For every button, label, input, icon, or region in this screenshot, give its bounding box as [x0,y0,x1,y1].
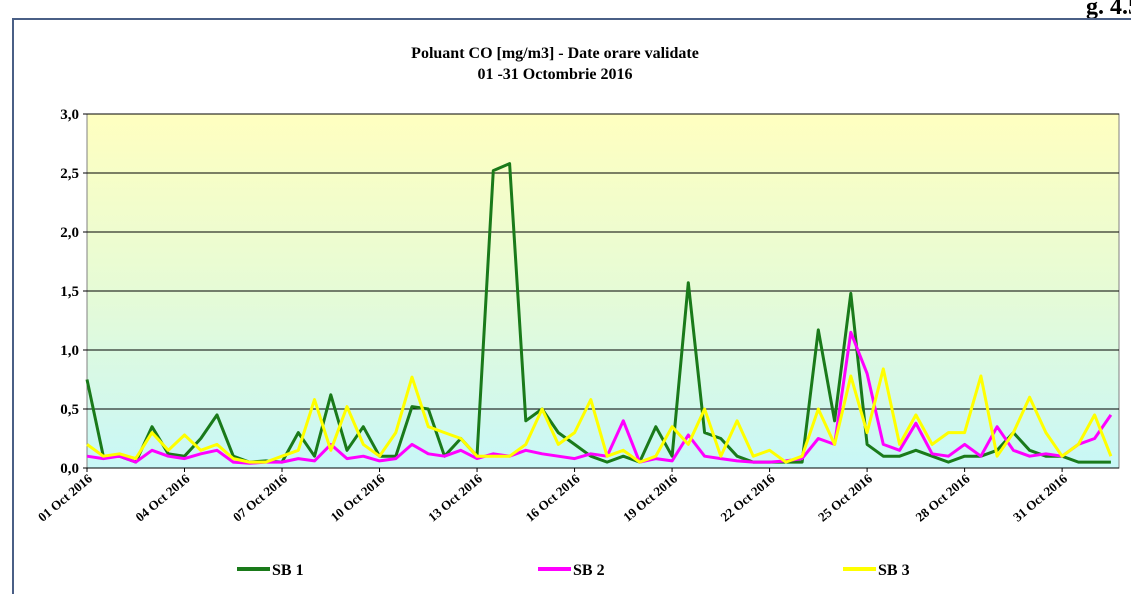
y-tick-label: 1,0 [60,343,79,359]
x-tick-label: 13 Oct 2016 [425,470,485,524]
chart-frame [12,18,1131,599]
figure-label: g. 4.5 [1086,0,1131,20]
x-tick-label: 07 Oct 2016 [230,470,290,524]
x-tick-label: 04 Oct 2016 [132,470,192,524]
x-tick-label: 19 Oct 2016 [620,470,680,524]
legend-label: SB 3 [878,562,910,579]
x-tick-label: 28 Oct 2016 [913,470,973,524]
x-tick-label: 31 Oct 2016 [1010,470,1070,524]
x-tick-label: 16 Oct 2016 [523,470,583,524]
y-tick-label: 3,0 [60,107,79,123]
chart-title: Poluant CO [mg/m3] - Date orare validate [411,45,699,62]
y-tick-label: 0,5 [60,402,79,418]
y-tick-label: 2,0 [60,225,79,241]
series-line [86,367,1113,464]
y-tick-label: 1,5 [60,284,79,300]
chart-subtitle: 01 -31 Octombrie 2016 [477,66,632,83]
x-tick-label: 01 Oct 2016 [35,470,95,524]
legend-label: SB 2 [573,562,605,579]
x-tick-label: 25 Oct 2016 [815,470,875,524]
y-tick-label: 0,0 [60,461,79,477]
y-tick-label: 2,5 [60,166,79,182]
x-tick-label: 22 Oct 2016 [718,470,778,524]
legend-label: SB 1 [272,562,304,579]
x-tick-label: 10 Oct 2016 [327,470,387,524]
